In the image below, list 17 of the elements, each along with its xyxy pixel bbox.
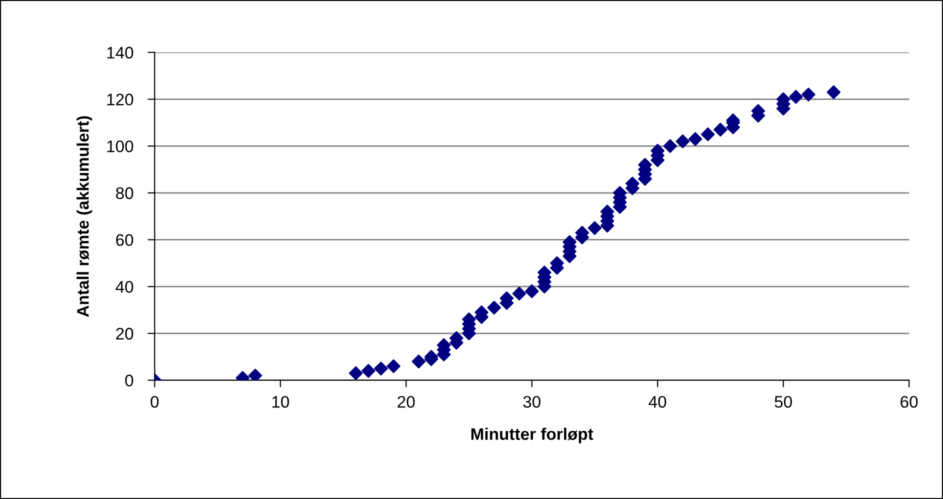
y-tick-label: 60 — [116, 234, 134, 246]
x-tick-label: 30 — [523, 396, 540, 408]
y-tick-label: 140 — [107, 46, 134, 59]
x-tick-label: 0 — [150, 396, 159, 408]
x-tick-label: 60 — [900, 396, 918, 408]
y-tick-label: 100 — [107, 140, 134, 152]
x-tick-label: 10 — [272, 396, 290, 408]
x-tick-label: 20 — [398, 396, 415, 408]
y-tick-label: 120 — [107, 94, 134, 106]
x-axis-title: Minutter forløpt — [471, 428, 594, 444]
y-tick-label: 40 — [116, 280, 134, 293]
y-axis-title: Antall rømte (akkumulert) — [76, 116, 92, 317]
y-tick-label: 20 — [116, 328, 134, 340]
y-tick-label: 0 — [125, 374, 134, 386]
y-tick-label: 80 — [116, 187, 134, 200]
x-tick-label: 40 — [648, 396, 666, 408]
x-tick-label: 50 — [774, 396, 792, 408]
